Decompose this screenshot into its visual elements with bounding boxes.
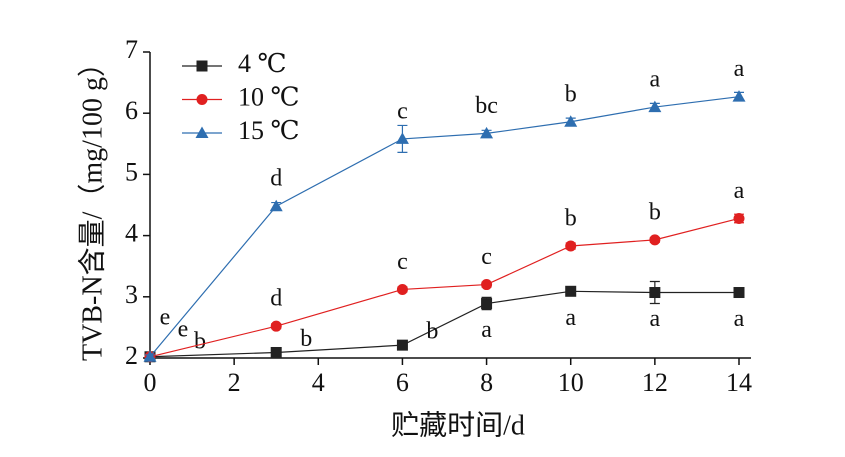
significance-label: a [734, 178, 745, 204]
y-tick-label: 4 [125, 219, 138, 248]
legend-marker [195, 126, 209, 138]
significance-label: a [650, 306, 661, 332]
significance-label: b [565, 81, 577, 107]
marker [564, 115, 578, 127]
marker [565, 285, 577, 297]
y-tick-label: 3 [125, 280, 138, 309]
y-tick-label: 6 [125, 96, 138, 125]
significance-label: a [734, 306, 745, 332]
marker [648, 100, 662, 113]
marker [269, 199, 283, 212]
x-tick-label: 14 [726, 368, 752, 397]
legend-marker [196, 94, 208, 105]
significance-label: c [397, 249, 408, 275]
marker [649, 234, 661, 246]
significance-label: b [649, 199, 661, 225]
y-tick-label: 7 [125, 35, 138, 64]
marker [480, 126, 494, 139]
significance-label: d [270, 286, 282, 312]
marker [270, 320, 282, 332]
marker [732, 90, 746, 102]
marker [565, 240, 577, 252]
legend-label: 10 ℃ [238, 82, 300, 111]
significance-label: a [650, 67, 661, 93]
x-tick-label: 8 [480, 368, 493, 397]
significance-label: a [734, 56, 745, 82]
x-tick-label: 12 [642, 368, 668, 397]
x-axis-title: 贮藏时间/d [391, 409, 525, 441]
marker [396, 283, 408, 295]
significance-label: c [481, 244, 492, 270]
y-axis-title: TVB-N含量/（mg/100 g） [76, 49, 108, 361]
legend-marker [196, 60, 208, 72]
y-tick-label: 2 [125, 341, 138, 370]
significance-label: e [178, 316, 189, 342]
y-tick-label: 5 [125, 157, 138, 186]
marker [733, 212, 745, 224]
significance-label: a [481, 317, 492, 343]
marker [649, 287, 661, 299]
marker [143, 350, 157, 362]
marker [481, 279, 493, 291]
marker [733, 287, 745, 299]
significance-label: a [565, 305, 576, 331]
significance-label: d [270, 166, 282, 192]
legend-label: 15 ℃ [238, 116, 300, 145]
marker [481, 298, 493, 310]
x-tick-label: 4 [312, 368, 325, 397]
significance-label: c [397, 98, 408, 124]
legend-label: 4 ℃ [238, 49, 287, 78]
x-tick-label: 6 [396, 368, 409, 397]
significance-label: b [300, 326, 312, 352]
marker [395, 132, 409, 144]
x-tick-label: 2 [228, 368, 241, 397]
x-tick-label: 10 [558, 368, 584, 397]
marker [396, 339, 408, 351]
significance-label: b [194, 328, 206, 354]
x-tick-label: 0 [144, 368, 157, 397]
significance-label: b [565, 206, 577, 232]
marker [270, 346, 282, 358]
significance-label: e [160, 304, 171, 330]
significance-label: b [426, 319, 438, 345]
significance-label: bc [475, 93, 498, 119]
